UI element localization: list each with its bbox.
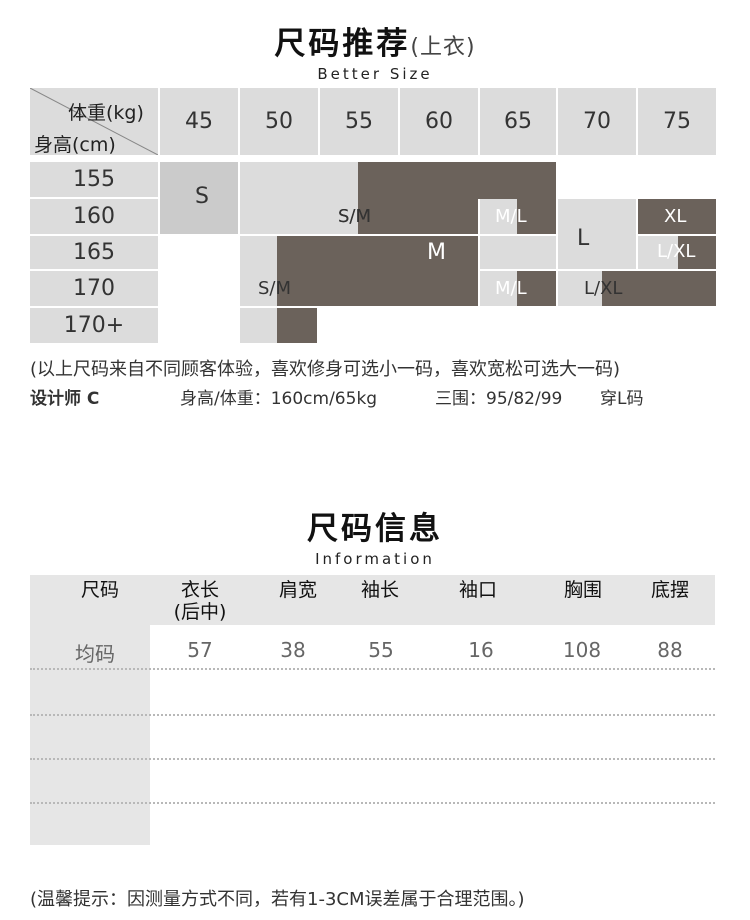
grid-corner-cell: 体重(kg) 身高(cm) [30,88,158,156]
row-divider [30,668,715,670]
weight-header-60: 60 [400,88,478,155]
weight-header-65: 65 [480,88,556,155]
zone-ml-165 [480,236,556,269]
designer-height-weight: 身高/体重：160cm/65kg [180,389,378,409]
size-label-m: M [427,240,446,265]
zone-dark-160 [358,199,478,234]
header-weight-label: 体重(kg) [68,102,144,124]
col-header-size: 尺码 [80,579,119,601]
header-height-label: 身高(cm) [34,134,116,156]
weight-header-55: 55 [320,88,398,155]
row-divider [30,714,715,716]
zone-l [558,199,636,269]
col-header-shoulder: 肩宽 [278,579,317,601]
size-recommend-header: 尺码推荐(上衣) Better Size [0,18,750,83]
size-label-sm-160-text: S/M [338,206,372,227]
corner-diagonal-line [30,88,158,155]
size-label-sm-160: S/M [338,208,371,226]
table-first-col-bg [30,625,150,845]
zone-dark-m [277,236,478,306]
row-divider [30,802,715,804]
cell-size-value: 均码 [75,642,115,666]
zone-dark-top [358,162,556,199]
size-label-sm-170: S/M [258,278,292,299]
height-row-170-plus: 170+ [30,308,158,343]
zone-light-170plus [240,308,277,343]
zone-lxl-dark [602,271,716,306]
size-label-ml-170: M/L [495,278,527,299]
col-header-sleeve: 袖长 [360,579,399,601]
size-label-xl: XL [664,206,687,227]
weight-header-45: 45 [160,88,238,155]
size-label-ml-160: M/L [495,206,527,227]
cell-shoulder-value: 38 [280,638,306,662]
zone-dark-170plus [277,308,317,343]
designer-size: 穿L码 [600,389,644,409]
zone-s [160,162,238,234]
size-label-s: S [195,184,209,209]
height-row-165: 165 [30,236,158,269]
cell-hem-value: 88 [657,638,683,662]
size-recommend-title: 尺码推荐 [274,26,411,62]
table-header-bg [30,575,715,625]
size-recommend-subtitle: Better Size [317,65,433,83]
zone-light-sm [240,162,358,234]
size-recommend-title-paren: (上衣) [410,35,476,60]
size-info-subtitle: Information [315,550,435,568]
weight-header-75: 75 [638,88,716,155]
size-note: (以上尺码来自不同顾客体验，喜欢修身可选小一码，喜欢宽松可选大一码) [30,359,621,380]
cell-sleeve-value: 55 [368,638,394,662]
size-info-title: 尺码信息 [307,511,443,547]
zone-lxl-165-dark [678,236,716,269]
cell-chest-value: 108 [562,638,602,662]
row-divider [30,758,715,760]
zone-lxl-165-light [638,236,678,269]
size-label-lxl-165: L/XL [657,241,696,262]
weight-header-70: 70 [558,88,636,155]
designer-measurements: 三围：95/82/99 [435,389,563,409]
height-row-170: 170 [30,271,158,306]
footer-note: (温馨提示：因测量方式不同，若有1-3CM误差属于合理范围。) [30,889,525,910]
zone-ml-170-dark [517,271,556,306]
cell-cuff-value: 16 [468,638,494,662]
zone-lxl-light [558,271,602,306]
size-label-lxl-170: L/XL [584,278,623,299]
size-info-header: 尺码信息 Information [0,503,750,568]
height-row-155: 155 [30,162,158,197]
zone-ml-160-dark [517,199,556,234]
weight-header-50: 50 [240,88,318,155]
col-header-cuff: 袖口 [458,579,497,601]
zone-light-sm-lower [240,236,277,306]
col-header-chest: 胸围 [563,579,602,601]
col-header-length: 衣长 (后中) [173,579,227,623]
cell-length-value: 57 [187,638,213,662]
zone-xl [638,199,716,234]
size-label-l: L [577,226,590,251]
col-header-hem: 底摆 [650,579,689,601]
designer-name: 设计师 C [30,389,100,409]
height-row-160: 160 [30,199,158,234]
